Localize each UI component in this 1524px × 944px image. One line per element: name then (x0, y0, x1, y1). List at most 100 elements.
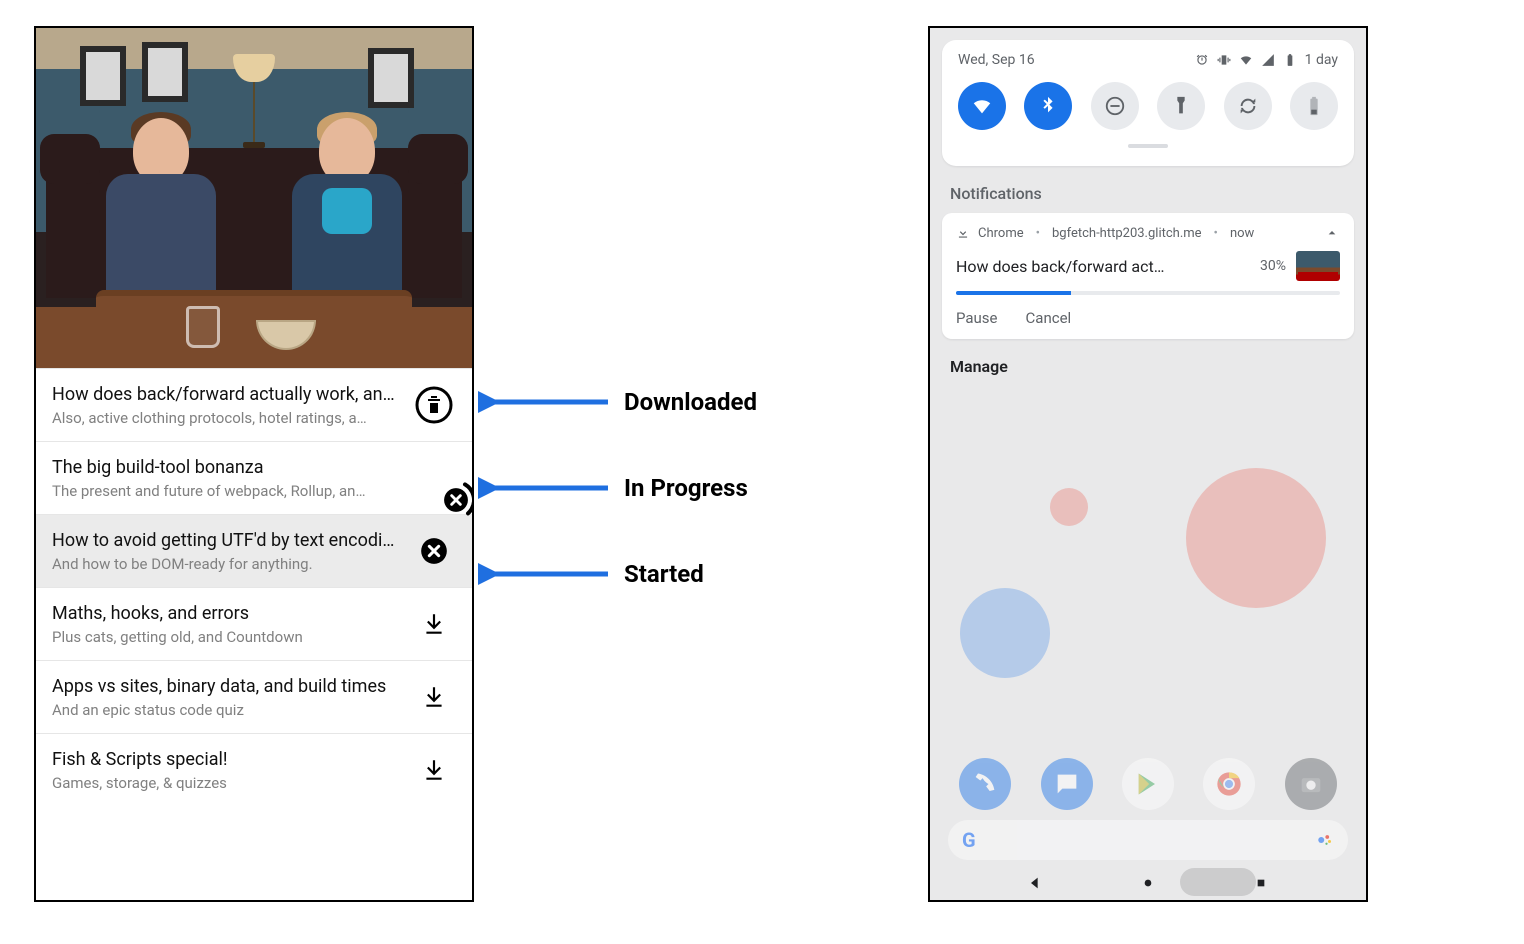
notif-percent: 30% (1260, 258, 1286, 274)
qs-bluetooth-toggle[interactable] (1024, 82, 1072, 130)
download-icon[interactable] (421, 757, 447, 783)
notif-thumbnail (1296, 251, 1340, 281)
episode-subtitle: And how to be DOM-ready for anything. (52, 555, 400, 573)
episode-row[interactable]: Fish & Scripts special! Games, storage, … (36, 733, 472, 806)
annotation-downloaded: Downloaded (478, 388, 757, 416)
autorotate-icon (1237, 95, 1259, 117)
qs-flashlight-toggle[interactable] (1157, 82, 1205, 130)
status-icons: 1 day (1195, 52, 1338, 68)
notif-title: How does back/forward act… (956, 257, 1250, 276)
episode-action[interactable] (412, 748, 456, 792)
dock-phone-app[interactable] (959, 758, 1011, 810)
dock-messages-app[interactable] (1041, 758, 1093, 810)
annotation-in-progress: In Progress (478, 474, 748, 502)
episode-title: How does back/forward actually work, an… (52, 384, 400, 405)
system-nav-bar (930, 866, 1366, 900)
notif-cancel-button[interactable]: Cancel (1026, 309, 1072, 327)
arrow-icon (478, 560, 608, 588)
status-date: Wed, Sep 16 (958, 52, 1035, 68)
episode-subtitle: The present and future of webpack, Rollu… (52, 482, 400, 500)
notif-when: now (1230, 226, 1254, 241)
download-icon[interactable] (421, 684, 447, 710)
battery-icon (1283, 53, 1297, 67)
episode-title: How to avoid getting UTF'd by text encod… (52, 530, 400, 551)
camera-icon (1297, 770, 1325, 798)
nav-recent-icon[interactable] (1253, 875, 1269, 891)
google-logo: G (962, 828, 976, 852)
episode-action[interactable] (412, 675, 456, 719)
qs-autorotate-toggle[interactable] (1224, 82, 1272, 130)
chevron-up-icon[interactable] (1324, 225, 1340, 241)
notifications-header: Notifications (950, 184, 1346, 203)
cancel-download-icon[interactable] (420, 537, 448, 565)
messages-icon (1053, 770, 1081, 798)
quick-settings-panel: Wed, Sep 16 1 day (942, 40, 1354, 166)
episode-row[interactable]: How to avoid getting UTF'd by text encod… (36, 514, 472, 587)
alarm-icon (1195, 53, 1209, 67)
home-dock (930, 758, 1366, 810)
episode-row[interactable]: How does back/forward actually work, an…… (36, 368, 472, 441)
notif-source: bgfetch-http203.glitch.me (1052, 226, 1202, 241)
status-bar: Wed, Sep 16 1 day (958, 52, 1338, 68)
notification-header: Chrome bgfetch-http203.glitch.me now (956, 225, 1340, 241)
hero-image (36, 28, 472, 368)
episode-subtitle: Plus cats, getting old, and Countdown (52, 628, 400, 646)
app-phone-frame: How does back/forward actually work, an…… (34, 26, 474, 902)
episode-row[interactable]: Maths, hooks, and errors Plus cats, gett… (36, 587, 472, 660)
manage-button[interactable]: Manage (950, 357, 1346, 376)
annotation-label: In Progress (624, 474, 748, 502)
dock-camera-app[interactable] (1285, 758, 1337, 810)
dock-play-app[interactable] (1122, 758, 1174, 810)
notif-progressbar (956, 291, 1340, 295)
notification-phone-frame: Wed, Sep 16 1 day Notifications Chrome (928, 26, 1368, 902)
episode-action[interactable] (412, 529, 456, 573)
wallpaper-shape (960, 588, 1050, 678)
episode-row[interactable]: Apps vs sites, binary data, and build ti… (36, 660, 472, 733)
download-notification[interactable]: Chrome bgfetch-http203.glitch.me now How… (942, 213, 1354, 339)
vibrate-icon (1217, 53, 1231, 67)
arrow-icon (478, 474, 608, 502)
chrome-icon (1215, 770, 1243, 798)
episode-title: Apps vs sites, binary data, and build ti… (52, 676, 400, 697)
notif-pause-button[interactable]: Pause (956, 309, 998, 327)
wifi-icon (1239, 53, 1253, 67)
nav-back-icon[interactable] (1027, 875, 1043, 891)
episode-action[interactable] (412, 383, 456, 427)
episode-subtitle: Games, storage, & quizzes (52, 774, 400, 792)
episode-subtitle: Also, active clothing protocols, hotel r… (52, 409, 400, 427)
wifi-icon (971, 95, 993, 117)
episode-title: The big build-tool bonanza (52, 457, 400, 478)
battery-icon (1303, 95, 1325, 117)
qs-battery-toggle[interactable] (1290, 82, 1338, 130)
qs-drag-handle[interactable] (1128, 144, 1168, 148)
episode-row[interactable]: The big build-tool bonanza The present a… (36, 441, 472, 514)
qs-wifi-toggle[interactable] (958, 82, 1006, 130)
delete-download-icon[interactable] (414, 385, 454, 425)
google-search-bar[interactable]: G (948, 820, 1348, 860)
annotation-started: Started (478, 560, 704, 588)
play-icon (1134, 770, 1162, 798)
dock-chrome-app[interactable] (1203, 758, 1255, 810)
phone-icon (971, 770, 999, 798)
arrow-icon (478, 388, 608, 416)
flashlight-icon (1170, 95, 1192, 117)
episode-action[interactable] (412, 602, 456, 646)
download-icon[interactable] (421, 611, 447, 637)
notif-app: Chrome (978, 226, 1024, 241)
wallpaper-shape (1050, 488, 1088, 526)
separator-dot (1032, 226, 1044, 241)
download-icon (956, 226, 970, 240)
annotation-label: Downloaded (624, 388, 757, 416)
episode-title: Maths, hooks, and errors (52, 603, 400, 624)
episode-list: How does back/forward actually work, an…… (36, 368, 472, 806)
qs-dnd-toggle[interactable] (1091, 82, 1139, 130)
assistant-icon[interactable] (1316, 831, 1334, 849)
episode-title: Fish & Scripts special! (52, 749, 400, 770)
episode-action[interactable] (412, 456, 456, 500)
nav-home-icon[interactable] (1140, 875, 1156, 891)
episode-subtitle: And an epic status code quiz (52, 701, 400, 719)
bluetooth-icon (1037, 95, 1059, 117)
signal-icon (1261, 53, 1275, 67)
battery-text: 1 day (1305, 52, 1338, 68)
wallpaper-shape (1186, 468, 1326, 608)
